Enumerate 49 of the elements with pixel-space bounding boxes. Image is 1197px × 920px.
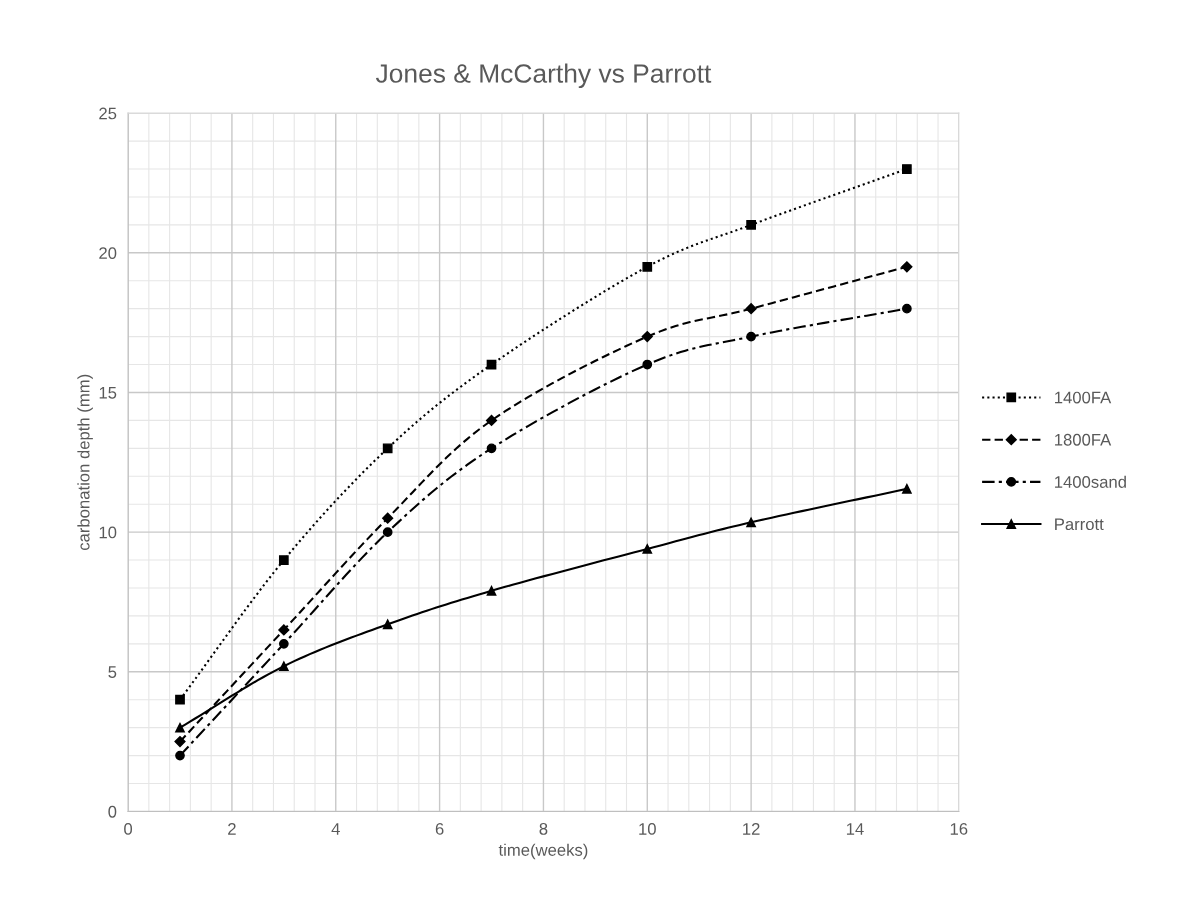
legend-label: 1400sand [1055, 475, 1126, 488]
legend-label: 1400FA [1055, 391, 1112, 404]
point [486, 585, 497, 596]
x-tick-label: 2 [228, 822, 236, 835]
point [642, 544, 653, 554]
point [382, 619, 393, 630]
point [278, 624, 290, 636]
legend-label: 1800FA [1055, 433, 1112, 446]
point [642, 261, 653, 272]
x-tick-label: 16 [950, 822, 968, 835]
point [382, 443, 393, 454]
y-tick-label: 20 [99, 247, 117, 260]
x-tick-label: 0 [124, 822, 133, 835]
y-axis-title: carbonation depth (mm) [77, 374, 93, 551]
x-tick-label: 6 [435, 822, 444, 835]
point [902, 483, 912, 494]
point [902, 164, 912, 174]
point [486, 443, 497, 454]
x-tick-label: 14 [846, 823, 864, 835]
legend-label: Parrott [1055, 518, 1104, 531]
y-tick-label: 10 [99, 526, 117, 539]
chart-title: Jones & McCarthy vs Parrott [375, 63, 712, 89]
point [746, 517, 756, 528]
x-tick-label: 8 [539, 822, 548, 835]
point [902, 303, 912, 314]
y-tick-label: 25 [99, 107, 117, 120]
y-tick-label: 15 [99, 387, 117, 399]
point [901, 261, 913, 273]
x-axis-title: time(weeks) [498, 843, 588, 860]
point [641, 331, 653, 343]
y-tick-label: 0 [108, 805, 117, 818]
point [746, 331, 756, 342]
y-tick-label: 5 [108, 666, 117, 678]
point [382, 512, 394, 524]
point [175, 694, 185, 705]
point [278, 638, 289, 649]
point [175, 750, 185, 761]
point [278, 661, 289, 672]
point [642, 359, 653, 370]
point [278, 555, 289, 565]
point [485, 414, 498, 427]
x-tick-label: 12 [743, 822, 760, 835]
point [175, 722, 185, 733]
point [746, 220, 756, 230]
x-tick-label: 10 [639, 822, 656, 835]
x-tick-label: 4 [331, 823, 340, 835]
point [745, 303, 757, 315]
point [382, 527, 393, 537]
point [174, 736, 186, 748]
